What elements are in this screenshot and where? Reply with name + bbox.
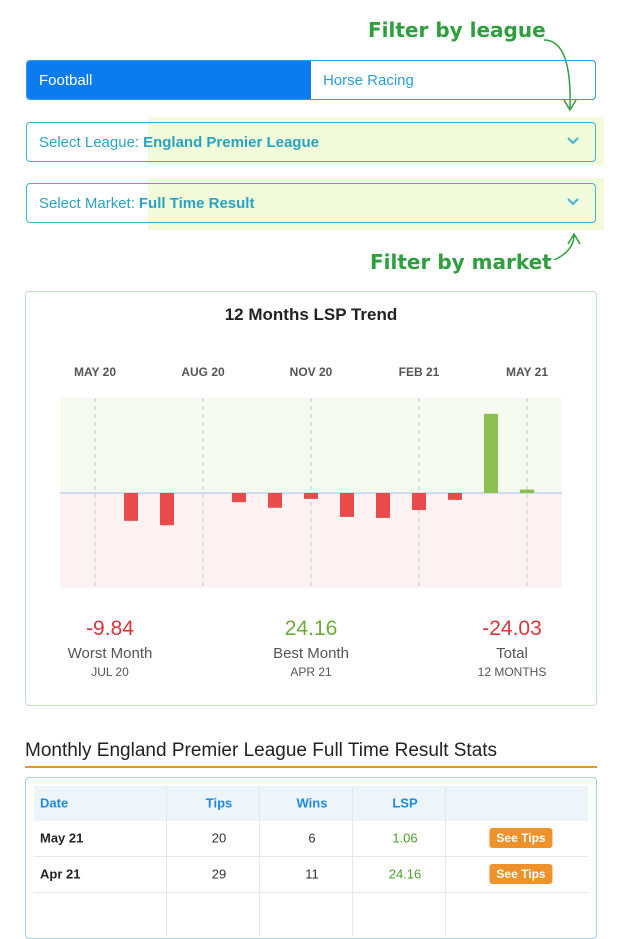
table-header (34, 786, 588, 821)
table: Date Tips Wins LSP May 21 20 6 1.06 See Tips Apr … (25, 777, 597, 939)
section-title: Monthly England Premier League Full Time… (25, 740, 597, 768)
stat: 24.16 Best Month APR 21 (221, 617, 401, 679)
table-cell: 6 (308, 830, 316, 846)
x-tick-label: MAY 21 (506, 365, 548, 379)
see-tips-button[interactable]: See Tips (489, 864, 553, 884)
chart: 12 Months LSP Trend MAY 20 AUG 20 NOV 20 FE… (60, 305, 562, 588)
stat-sub: JUL 20 (91, 665, 129, 679)
stat: -24.03 Total 12 MONTHS (422, 617, 602, 679)
table-cell: 20 (211, 830, 227, 846)
bar (304, 493, 318, 499)
table-cell: 11 (305, 866, 319, 882)
stat-value: 24.16 (284, 617, 338, 640)
header-cell: Tips (205, 795, 233, 811)
chart-card (25, 291, 597, 706)
stat-value: -24.03 (482, 617, 542, 640)
select-label: Select Market: (39, 194, 135, 212)
col-divider (352, 786, 353, 936)
stat-value: -9.84 (86, 617, 134, 640)
x-tick-label: AUG 20 (181, 365, 225, 379)
chart-title: 12 Months LSP Trend (225, 305, 398, 324)
positive-zone (60, 398, 562, 493)
header-cell: LSP (392, 795, 418, 811)
stat-label: Total (496, 645, 528, 662)
page: Filter by league Filter by market Footba… (20, 18, 604, 939)
stat-label: Best Month (273, 645, 349, 662)
bar (268, 493, 282, 508)
chevron (567, 198, 579, 206)
chevron (567, 137, 579, 145)
stat-label: Worst Month (67, 645, 153, 662)
select-label: Select League: (39, 133, 140, 151)
table-cell: May 21 (40, 830, 84, 846)
bar (160, 493, 174, 526)
x-tick-label: FEB 21 (399, 365, 440, 379)
table-cell: Apr 21 (40, 866, 81, 882)
tabs: Football Horse Racing (26, 60, 596, 100)
stat-sub: 12 MONTHS (477, 665, 547, 679)
header-cell: Date (40, 795, 69, 811)
stat-sub: APR 21 (290, 665, 332, 679)
bar (448, 493, 462, 500)
col-divider (259, 786, 260, 936)
table-cell: 29 (211, 866, 227, 882)
highlight (148, 117, 604, 165)
select-value: Full Time Result (138, 194, 255, 212)
annotation: Filter by market (370, 250, 552, 274)
bar (520, 489, 534, 493)
league-select[interactable]: Select League: England Premier League (26, 122, 596, 162)
row-divider (34, 856, 588, 857)
arrows (543, 39, 581, 260)
annotation: Filter by league (368, 18, 546, 42)
bar (484, 413, 498, 493)
table-cell: 24.16 (388, 866, 422, 882)
row-divider (34, 892, 588, 893)
see-tips-button[interactable]: See Tips (489, 828, 553, 848)
bar (412, 493, 426, 511)
select-value: England Premier League (143, 133, 319, 151)
highlight (148, 178, 604, 230)
table-cell: 1.06 (392, 830, 418, 846)
col-divider (166, 786, 167, 936)
stat: -9.84 Worst Month JUL 20 (20, 617, 200, 679)
header-cell: Wins (296, 795, 328, 811)
tab[interactable]: Horse Racing (323, 71, 414, 89)
bar (340, 493, 354, 517)
tab[interactable]: Football (27, 61, 311, 99)
negative-zone (60, 493, 562, 588)
bar (376, 493, 390, 518)
bar (124, 493, 138, 521)
x-tick-label: NOV 20 (290, 365, 333, 379)
x-tick-label: MAY 20 (74, 365, 116, 379)
bar (232, 493, 246, 503)
market-select[interactable]: Select Market: Full Time Result (26, 183, 596, 223)
col-divider (445, 786, 446, 936)
